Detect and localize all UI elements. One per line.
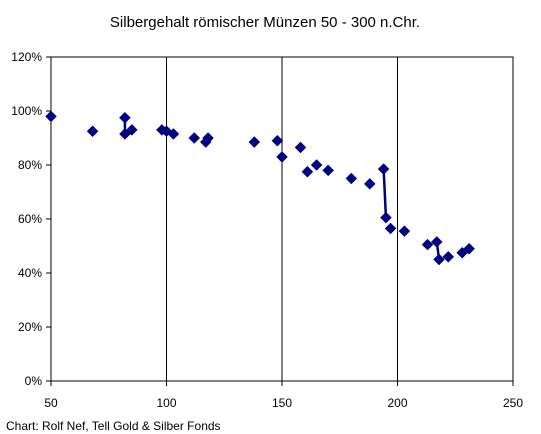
data-point: [202, 132, 214, 144]
connector-line: [382, 168, 388, 218]
data-point: [442, 250, 455, 263]
y-tick-label: 100%: [11, 104, 42, 118]
x-tick-label: 250: [503, 396, 523, 410]
data-point: [398, 225, 411, 238]
data-point: [322, 164, 335, 177]
data-point: [276, 151, 288, 163]
data-point: [430, 236, 443, 248]
data-point: [380, 211, 392, 224]
data-points: [45, 110, 475, 266]
data-point: [363, 178, 376, 190]
data-point: [463, 242, 475, 255]
x-tick-label: 150: [272, 396, 292, 410]
data-point: [271, 134, 284, 147]
data-point: [248, 136, 261, 148]
y-tick-label: 60%: [18, 212, 42, 226]
y-axis: 0% 20% 40% 60% 80% 100% 120%: [11, 50, 51, 388]
data-point: [384, 222, 397, 235]
chart-credit: Chart: Rolf Nef, Tell Gold & Silber Fond…: [6, 419, 221, 433]
data-point: [125, 124, 138, 136]
data-point: [301, 165, 314, 178]
data-point: [167, 128, 180, 140]
grid-lines: [166, 57, 398, 381]
y-tick-label: 0%: [25, 374, 43, 388]
x-tick-label: 100: [156, 396, 176, 410]
data-point: [119, 111, 131, 124]
y-tick-label: 40%: [18, 266, 42, 280]
data-point: [345, 172, 358, 185]
data-point: [421, 238, 434, 251]
data-point: [86, 125, 99, 138]
data-point: [45, 110, 57, 123]
data-point: [188, 132, 201, 144]
x-tick-label: 200: [387, 396, 407, 410]
x-axis: 50 100 150 200 250: [44, 381, 523, 410]
data-point: [377, 163, 390, 175]
data-point: [433, 253, 445, 266]
y-tick-label: 20%: [18, 320, 42, 334]
data-point: [310, 159, 323, 171]
y-tick-label: 120%: [11, 50, 42, 64]
chart-title: Silbergehalt römischer Münzen 50 - 300 n…: [110, 14, 420, 31]
y-tick-label: 80%: [18, 158, 42, 172]
data-point: [294, 141, 307, 154]
x-tick-label: 50: [44, 396, 58, 410]
